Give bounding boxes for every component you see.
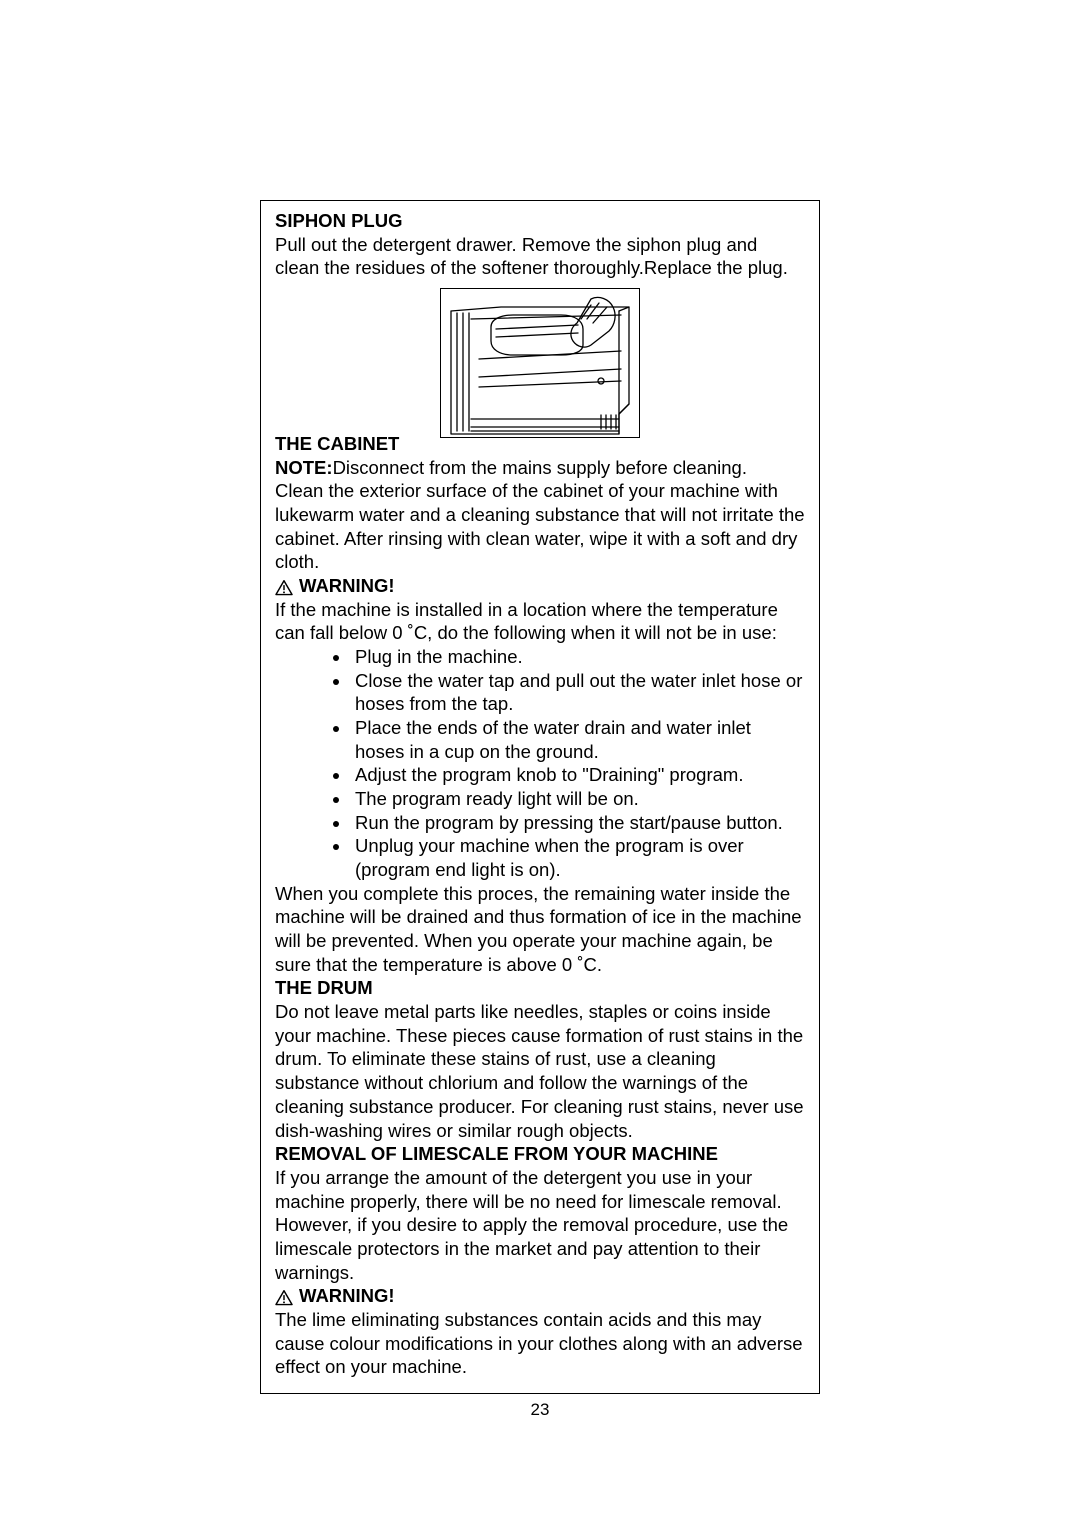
drum-text: Do not leave metal parts like needles, s… bbox=[275, 1000, 805, 1142]
drum-section: THE DRUM Do not leave metal parts like n… bbox=[275, 976, 805, 1142]
warning-2-label: WARNING! bbox=[299, 1284, 395, 1308]
cabinet-body: Clean the exterior surface of the cabine… bbox=[275, 479, 805, 574]
bullet-item: Unplug your machine when the program is … bbox=[351, 834, 805, 881]
warning-2-row: WARNING! bbox=[275, 1284, 805, 1308]
warning-1-after: When you complete this proces, the remai… bbox=[275, 882, 805, 977]
illustration-wrap bbox=[275, 288, 805, 438]
warning-icon bbox=[275, 578, 293, 594]
bullet-item: The program ready light will be on. bbox=[351, 787, 805, 811]
warning-icon bbox=[275, 1288, 293, 1304]
siphon-section: SIPHON PLUG Pull out the detergent drawe… bbox=[275, 209, 805, 280]
detergent-drawer-illustration bbox=[440, 288, 640, 438]
drawer-svg bbox=[441, 289, 641, 439]
warning-1-intro: If the machine is installed in a locatio… bbox=[275, 598, 805, 645]
warning-1-row: WARNING! bbox=[275, 574, 805, 598]
bullet-item: Adjust the program knob to "Draining" pr… bbox=[351, 763, 805, 787]
limescale-text: If you arrange the amount of the deterge… bbox=[275, 1166, 805, 1284]
warning-1-label: WARNING! bbox=[299, 574, 395, 598]
cabinet-note-line: NOTE:Disconnect from the mains supply be… bbox=[275, 456, 805, 480]
drum-heading: THE DRUM bbox=[275, 976, 805, 1000]
note-text: Disconnect from the mains supply before … bbox=[333, 457, 747, 478]
limescale-heading: REMOVAL OF LIMESCALE FROM YOUR MACHINE bbox=[275, 1142, 805, 1166]
bullet-item: Plug in the machine. bbox=[351, 645, 805, 669]
warning-1-bullets: Plug in the machine. Close the water tap… bbox=[275, 645, 805, 882]
limescale-section: REMOVAL OF LIMESCALE FROM YOUR MACHINE I… bbox=[275, 1142, 805, 1284]
note-label: NOTE: bbox=[275, 457, 333, 478]
page-number: 23 bbox=[261, 1399, 819, 1421]
siphon-heading: SIPHON PLUG bbox=[275, 209, 805, 233]
bullet-item: Close the water tap and pull out the wat… bbox=[351, 669, 805, 716]
warning-2-text: The lime eliminating substances contain … bbox=[275, 1308, 805, 1379]
page: SIPHON PLUG Pull out the detergent drawe… bbox=[0, 0, 1080, 1528]
cabinet-section: THE CABINET NOTE:Disconnect from the mai… bbox=[275, 432, 805, 574]
siphon-text: Pull out the detergent drawer. Remove th… bbox=[275, 233, 805, 280]
content-box: SIPHON PLUG Pull out the detergent drawe… bbox=[260, 200, 820, 1394]
bullet-item: Run the program by pressing the start/pa… bbox=[351, 811, 805, 835]
bullet-item: Place the ends of the water drain and wa… bbox=[351, 716, 805, 763]
